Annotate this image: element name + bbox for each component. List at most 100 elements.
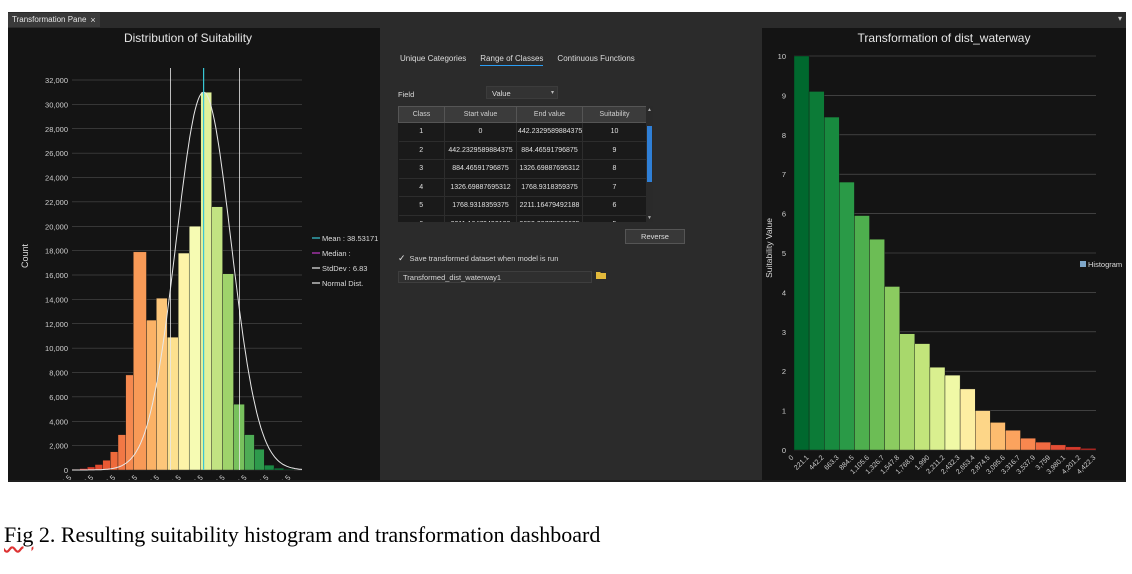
chart-title: Transformation of dist_waterway: [858, 31, 1031, 45]
table-cell[interactable]: 0: [444, 122, 517, 142]
table-cell[interactable]: 1326.69887695312: [516, 159, 583, 179]
pane-tab-label: Transformation Pane: [12, 15, 87, 24]
y-tick-label: 3: [782, 328, 786, 337]
y-tick-label: 22,000: [45, 198, 68, 207]
pane-tab[interactable]: Transformation Pane ×: [8, 13, 100, 27]
table-row[interactable]: 5 1768.9318359375 2211.16479492188 6: [398, 196, 647, 216]
table-cell[interactable]: 2653.39775390625: [516, 215, 583, 222]
y-tick-label: 32,000: [45, 76, 68, 85]
y-axis-label: Suitability Value: [764, 218, 774, 278]
x-tick-label: 22.5: [101, 473, 118, 480]
folder-icon[interactable]: [596, 271, 606, 279]
tab-continuous-functions[interactable]: Continuous Functions: [557, 54, 635, 63]
legend-label: Mean : 38.53171: [322, 234, 378, 243]
y-tick-labels: 0 2,000 4,000 6,000 8,000 10,000 12,000 14,000 1…: [45, 76, 68, 475]
column-header[interactable]: End value: [516, 106, 583, 123]
transformation-bar: [929, 367, 946, 451]
table-cell[interactable]: 4: [398, 178, 445, 197]
column-header[interactable]: Class: [398, 106, 445, 123]
transformation-chart: Transformation of dist_waterway Suitabil…: [764, 31, 1122, 476]
x-tick-label: 26.5: [122, 473, 139, 480]
scroll-down-icon[interactable]: ▼: [647, 215, 652, 221]
statistic-lines: [72, 68, 303, 471]
pane-menu-chevron-icon[interactable]: ▾: [1117, 14, 1122, 23]
transformation-bar: [1065, 446, 1082, 451]
column-header[interactable]: Start value: [444, 106, 517, 123]
transformation-bar: [1020, 437, 1036, 451]
table-row[interactable]: 3 884.46591796875 1326.69887695312 8: [398, 159, 647, 179]
table-cell[interactable]: 1: [398, 122, 445, 142]
tab-range-of-classes[interactable]: Range of Classes: [480, 54, 544, 66]
table-row[interactable]: 62211.164794921882653.397753906255: [398, 215, 647, 222]
y-tick-label: 1: [782, 407, 786, 416]
checkmark-icon[interactable]: ✓: [398, 253, 406, 263]
scroll-up-icon[interactable]: ▲: [647, 107, 652, 113]
tab-unique-categories[interactable]: Unique Categories: [400, 54, 467, 63]
table-row[interactable]: 2 442.2329589884375 884.46591796875 9: [398, 141, 647, 160]
table-cell[interactable]: 2: [398, 141, 445, 160]
table-cell[interactable]: 6: [582, 196, 647, 216]
table-cell[interactable]: 5: [398, 196, 445, 216]
y-tick-label: 10: [778, 52, 786, 61]
caption-fig-word: Fig: [4, 522, 34, 547]
output-dataset-input[interactable]: Transformed_dist_waterway1: [398, 271, 592, 283]
legend-label: Median :: [322, 249, 351, 258]
y-tick-label: 4: [782, 288, 786, 297]
y-tick-label: 14,000: [45, 295, 68, 304]
table-cell[interactable]: 8: [582, 159, 647, 179]
table-cell[interactable]: 1768.9318359375: [444, 196, 517, 216]
y-tick-label: 12,000: [45, 320, 68, 329]
histogram-bar: [125, 374, 134, 471]
table-row[interactable]: 4 1326.69887695312 1768.9318359375 7: [398, 178, 647, 197]
field-dropdown[interactable]: Value ▾: [486, 86, 558, 99]
histogram-bar: [178, 252, 190, 471]
x-tick-label: 18.5: [79, 473, 96, 480]
y-tick-label: 10,000: [45, 344, 68, 353]
close-icon[interactable]: ×: [90, 15, 96, 25]
table-cell[interactable]: 10: [582, 122, 647, 142]
histogram-bar: [146, 319, 157, 471]
table-cell[interactable]: 442.2329589884375: [516, 122, 583, 142]
save-transformed-checkbox[interactable]: ✓ Save transformed dataset when model is…: [398, 253, 558, 264]
transformation-pane-window: Transformation Pane × ▾ Distribution of …: [8, 12, 1126, 482]
transformation-bar: [1050, 444, 1067, 451]
table-cell[interactable]: 9: [582, 141, 647, 160]
transformation-bar: [1080, 448, 1097, 451]
reverse-button[interactable]: Reverse: [625, 229, 685, 244]
table-cell[interactable]: 6: [398, 215, 445, 222]
table-cell[interactable]: 884.46591796875: [444, 159, 517, 179]
x-tick-labels: 14.5 18.5 22.5 26.5 30.5 34.5 38.5 42.5 46.5 50.5…: [57, 473, 293, 482]
table-cell[interactable]: 1768.9318359375: [516, 178, 583, 197]
table-cell[interactable]: 442.2329589884375: [444, 141, 517, 160]
transformation-bar: [990, 422, 1006, 451]
y-tick-label: 9: [782, 91, 786, 100]
table-cell[interactable]: 1326.69887695312: [444, 178, 517, 197]
x-tick-label: 54.5: [276, 473, 293, 480]
y-tick-label: 4,000: [49, 417, 68, 426]
caption-text: 2. Resulting suitability histogram and t…: [33, 522, 601, 547]
table-cell[interactable]: 3: [398, 159, 445, 179]
y-tick-labels: 0 1 2 3 4 5 6 7 8 9 10: [778, 52, 786, 455]
normal-distribution-curve: [72, 91, 303, 471]
chart-title: Distribution of Suitability: [124, 31, 252, 45]
histogram-bars: [71, 91, 294, 471]
histogram-legend[interactable]: Histogram: [1080, 260, 1122, 269]
table-cell[interactable]: 884.46591796875: [516, 141, 583, 160]
table-cell[interactable]: 2211.16479492188: [516, 196, 583, 216]
y-tick-label: 18,000: [45, 247, 68, 256]
transformation-bar: [974, 410, 991, 451]
transformation-settings-panel: Unique Categories Range of Classes Conti…: [380, 28, 762, 480]
histogram-bar: [167, 336, 179, 471]
table-row[interactable]: 1 0 442.2329589884375 10: [398, 122, 647, 142]
table-cell[interactable]: 7: [582, 178, 647, 197]
y-tick-label: 30,000: [45, 100, 68, 109]
scrollbar-thumb[interactable]: [647, 126, 652, 182]
y-tick-label: 2,000: [49, 442, 68, 451]
x-tick-label: 14.5: [57, 473, 74, 480]
table-cell[interactable]: 2211.16479492188: [444, 215, 517, 222]
table-scrollbar[interactable]: ▲ ▼: [646, 106, 653, 222]
statistics-legend: Mean : 38.53171 Median : StdDev : 6.83 Norm…: [312, 234, 378, 288]
transformation-bar: [914, 343, 931, 451]
table-cell[interactable]: 5: [582, 215, 647, 222]
column-header[interactable]: Suitability: [582, 106, 647, 123]
